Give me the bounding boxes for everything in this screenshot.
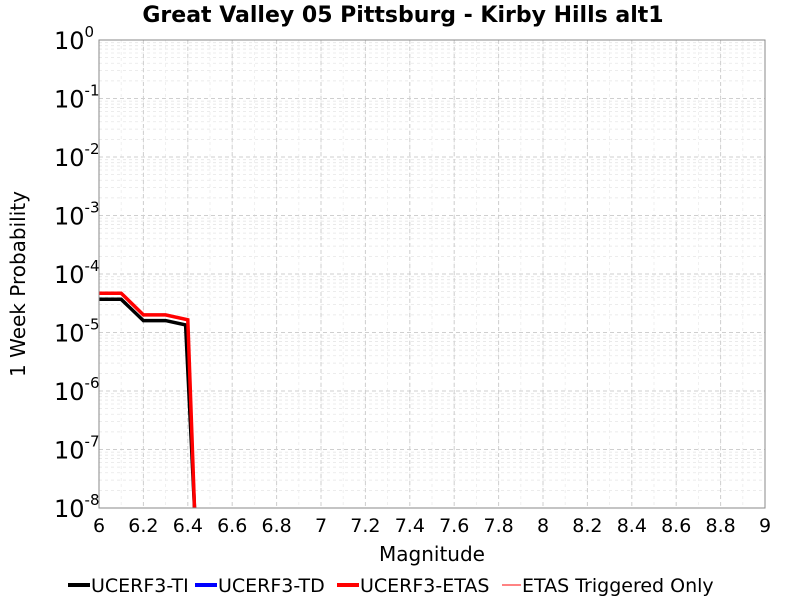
x-tick-label: 6: [93, 515, 105, 537]
legend-label: UCERF3-TD: [218, 575, 325, 597]
x-tick-label: 7.8: [483, 515, 513, 537]
x-tick-label: 6.2: [128, 515, 158, 537]
y-tick-label: 10-6: [54, 374, 100, 406]
y-tick-label: 10-2: [54, 140, 100, 172]
y-axis-label: 1 Week Probability: [6, 191, 30, 377]
series-line-ucerf3-etas: [99, 291, 197, 509]
y-tick-label: 10-5: [54, 316, 100, 348]
x-tick-label: 6.6: [217, 515, 247, 537]
legend-label: UCERF3-TI: [91, 575, 189, 597]
x-tick-label: 7.4: [395, 515, 425, 537]
x-tick-label: 8.2: [572, 515, 602, 537]
x-tick-label: 8.4: [617, 515, 647, 537]
x-tick-label: 7: [315, 515, 327, 537]
x-tick-label: 8.8: [705, 515, 735, 537]
x-tick-label: 8: [537, 515, 549, 537]
x-axis-label: Magnitude: [379, 542, 485, 566]
x-tick-label: 8.6: [661, 515, 691, 537]
series-line-ucerf3-ti: [99, 297, 197, 509]
y-tick-labels: 100 10-1 10-2 10-3 10-4 10-5 10-6 10-7 10-8: [54, 23, 100, 523]
x-tick-label: 9: [759, 515, 771, 537]
x-tick-label: 7.2: [350, 515, 380, 537]
plot-frame: [98, 39, 766, 509]
y-tick-label: 10-8: [54, 491, 100, 523]
legend: UCERF3-TI UCERF3-TD UCERF3-ETAS ETAS Trigge…: [68, 575, 714, 597]
x-tick-label: 7.6: [439, 515, 469, 537]
series-layer: [99, 291, 197, 509]
legend-label: UCERF3-ETAS: [360, 575, 489, 597]
y-tick-label: 100: [54, 23, 94, 55]
y-tick-label: 10-4: [54, 257, 100, 289]
x-tick-label: 6.4: [173, 515, 203, 537]
y-tick-label: 10-1: [54, 82, 100, 114]
chart-title: Great Valley 05 Pittsburg - Kirby Hills …: [142, 3, 663, 28]
legend-label: ETAS Triggered Only: [522, 575, 714, 597]
x-tick-label: 6.8: [261, 515, 291, 537]
y-tick-label: 10-7: [54, 433, 100, 465]
y-tick-label: 10-3: [54, 199, 100, 231]
x-tick-labels: 6 6.2 6.4 6.6 6.8 7 7.2 7.4 7.6 7.8 8 8.2 8.4 8.6 8.8 9: [93, 515, 771, 537]
